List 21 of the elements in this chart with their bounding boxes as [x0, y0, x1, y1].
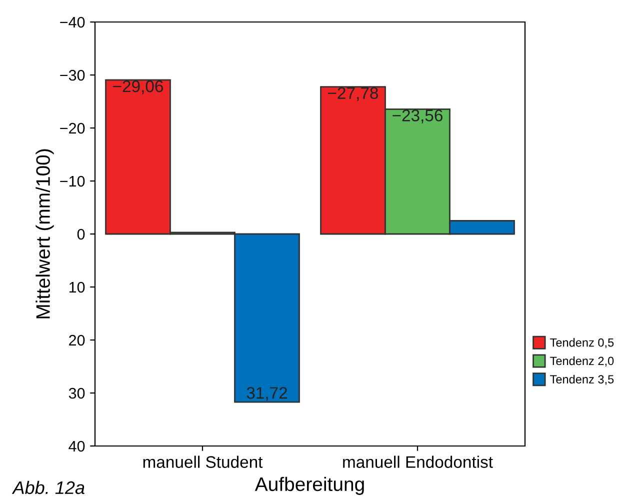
x-tick-label: manuell Endodontist: [343, 456, 493, 468]
data-label: −27,78: [328, 87, 378, 101]
legend-label: Tendenz 3,5: [550, 374, 614, 385]
data-label: 31,72: [246, 387, 288, 401]
y-axis-title: Mittelwert (mm/100): [36, 149, 54, 318]
y-tick-label: 10: [69, 282, 85, 293]
y-tick-label: 30: [68, 388, 85, 399]
y-tick-label: 0: [77, 228, 85, 240]
legend-label: Tendenz 0,5: [550, 338, 614, 348]
data-label: −23,56: [392, 110, 442, 124]
x-tick-label: manuell Student: [143, 456, 263, 468]
y-tick-label: −40: [60, 16, 85, 28]
y-tick-label: −20: [60, 122, 85, 134]
caption: Abb. 12a: [12, 480, 84, 494]
data-label: −29,06: [113, 80, 163, 94]
y-tick-label: 40: [68, 440, 85, 452]
legend-label: Tendenz 2,0: [550, 356, 614, 367]
y-tick-label: −30: [60, 70, 85, 81]
y-tick-label: 20: [69, 334, 85, 346]
x-axis-title: Aufbereitung: [254, 476, 364, 495]
y-tick-label: −10: [60, 176, 85, 187]
